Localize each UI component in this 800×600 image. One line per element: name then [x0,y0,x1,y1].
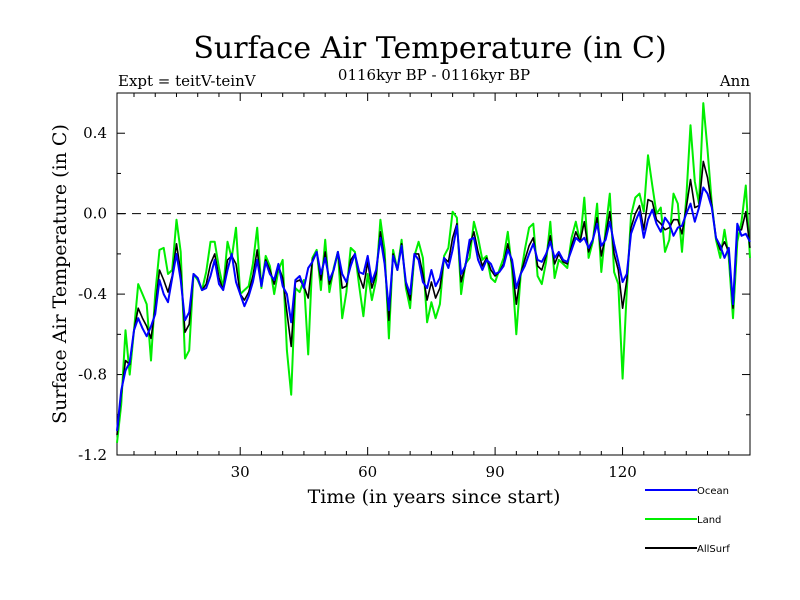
season-label: Ann [719,72,750,90]
expt-label: Expt = teitV-teinV [118,72,257,90]
chart-title: Surface Air Temperature (in C) [193,31,666,66]
y-axis: -1.2 -0.8 -0.4 0.0 0.4 [78,124,750,464]
y-tick-label: 0.4 [83,124,107,142]
legend-label-land: Land [697,515,721,526]
legend-label-ocean: Ocean [697,486,729,497]
data-series [116,102,751,444]
legend-label-allsurf: AllSurf [697,544,730,555]
legend: Ocean Land AllSurf [645,486,730,555]
chart-subtitle: 0116kyr BP - 0116kyr BP [338,66,530,84]
x-tick-label: 30 [231,463,250,481]
x-axis: 30 60 90 120 [231,93,637,481]
x-tick-label: 120 [608,463,637,481]
x-tick-label: 90 [486,463,505,481]
y-tick-label: 0.0 [83,205,107,223]
y-axis-label: Surface Air Temperature (in C) [49,124,71,424]
series-line-land [116,102,751,444]
y-tick-label: -0.4 [78,285,107,303]
y-tick-label: -1.2 [78,446,107,464]
x-axis-label: Time (in years since start) [308,486,561,508]
y-tick-label: -0.8 [78,366,107,384]
series-line-ocean [116,186,751,432]
x-tick-label: 60 [358,463,377,481]
plot-frame [116,92,751,456]
minor-ticks [117,93,750,455]
